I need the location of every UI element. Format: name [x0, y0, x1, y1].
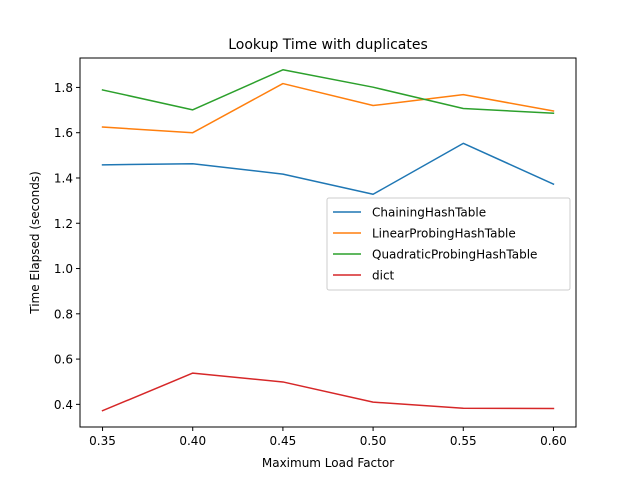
legend: ChainingHashTable LinearProbingHashTable Q… [326, 197, 571, 291]
x-axis: 0.35 0.40 0.45 0.50 0.55 0.60 [89, 427, 567, 448]
series-line-0 [101, 142, 555, 196]
legend-label-0: ChainingHashTable [372, 206, 486, 220]
x-tick-label: 0.50 [360, 434, 387, 448]
series-line-2 [101, 69, 555, 115]
series-line-3 [101, 372, 555, 412]
legend-box [326, 197, 571, 291]
y-tick-label: 1.6 [54, 126, 73, 140]
y-tick-label: 1.4 [54, 171, 73, 185]
x-tick-label: 0.55 [450, 434, 477, 448]
y-tick-label: 0.4 [54, 398, 73, 412]
plot-frame [79, 57, 577, 428]
y-axis: 0.4 0.6 0.8 1.0 1.2 1.4 1.6 1.8 [54, 81, 80, 412]
y-tick-label: 1.0 [54, 262, 73, 276]
x-tick-label: 0.35 [89, 434, 116, 448]
legend-label-3: dict [372, 269, 395, 283]
x-tick-label: 0.45 [270, 434, 297, 448]
y-tick-label: 0.8 [54, 307, 73, 321]
y-tick-label: 0.6 [54, 353, 73, 367]
x-tick-label: 0.60 [540, 434, 567, 448]
y-tick-label: 1.2 [54, 217, 73, 231]
series-line-1 [101, 82, 555, 134]
chart-title: Lookup Time with duplicates [228, 37, 428, 53]
y-axis-label: Time Elapsed (seconds) [28, 171, 42, 315]
x-tick-label: 0.40 [179, 434, 206, 448]
legend-label-1: LinearProbingHashTable [372, 227, 516, 241]
y-tick-label: 1.8 [54, 81, 73, 95]
series-group [101, 69, 555, 412]
legend-label-2: QuadraticProbingHashTable [372, 248, 537, 262]
x-axis-label: Maximum Load Factor [262, 456, 394, 470]
